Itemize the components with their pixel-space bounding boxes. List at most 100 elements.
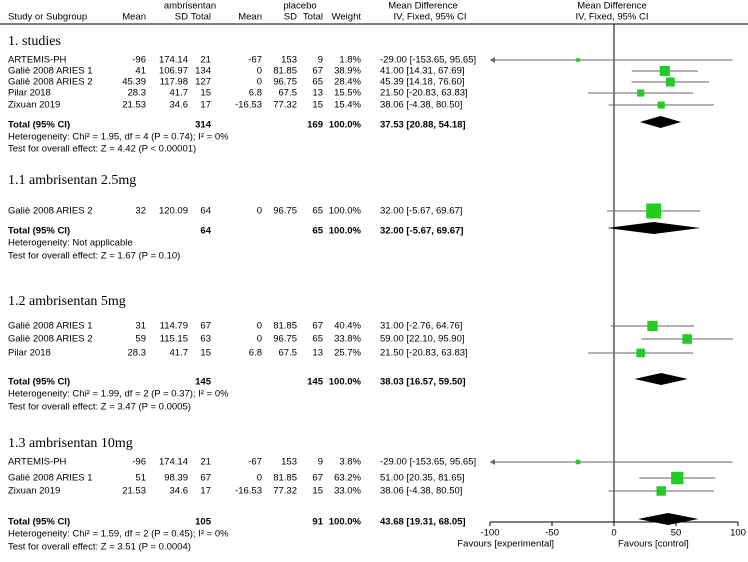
ci-label: 59.00 [22.10, 95.90] <box>380 334 465 345</box>
cell-sd_c: 77.32 <box>273 486 297 497</box>
cell-total_c: 67 <box>312 473 323 484</box>
header: ambrisentan <box>164 1 216 12</box>
cell-mean_e: 51 <box>135 473 146 484</box>
ci-label: 21.50 [-20.83, 63.83] <box>380 88 468 99</box>
study-name: ARTEMIS-PH <box>8 55 67 66</box>
cell-sd_e: 34.6 <box>170 486 189 497</box>
cell-total_e: 21 <box>200 55 211 66</box>
header: Mean <box>238 12 262 23</box>
cell-sd_c: 81.85 <box>273 66 297 77</box>
header: Total <box>191 12 211 23</box>
total-label: Total (95% CI) <box>8 377 70 388</box>
study-name: Galiè 2008 ARIES 1 <box>8 321 93 332</box>
point-estimate <box>659 65 670 77</box>
total-weight: 100.0% <box>329 377 362 388</box>
total-label: Total (95% CI) <box>8 517 70 528</box>
ci-label: 51.00 [20.35, 81.65] <box>380 473 465 484</box>
weight: 1.8% <box>339 55 361 66</box>
heterogeneity: Heterogeneity: Chi² = 1.59, df = 2 (P = … <box>8 529 229 540</box>
header: Study or Subgroup <box>8 12 87 23</box>
weight: 63.2% <box>334 473 361 484</box>
diamond <box>637 513 699 525</box>
cell-total_e: 63 <box>200 334 211 345</box>
point-estimate <box>657 101 665 109</box>
point-estimate <box>647 320 658 332</box>
study-name: Galiè 2008 ARIES 2 <box>8 334 93 345</box>
ci-label: 38.06 [-4.38, 80.50] <box>380 486 462 497</box>
heterogeneity: Heterogeneity: Chi² = 1.99, df = 2 (P = … <box>8 389 229 400</box>
total-weight: 100.0% <box>329 517 362 528</box>
cell-total_e: 17 <box>200 100 211 111</box>
ci-arrow <box>490 459 495 465</box>
study-name: Zixuan 2019 <box>8 486 60 497</box>
weight: 100.0% <box>329 206 362 217</box>
weight: 28.4% <box>334 77 361 88</box>
study-name: Pilar 2018 <box>8 88 51 99</box>
point-estimate <box>646 203 662 219</box>
header: Mean Difference <box>577 1 647 12</box>
overall-effect: Test for overall effect: Z = 1.67 (P = 0… <box>8 251 180 262</box>
subgroup-title: 1.2 ambrisentan 5mg <box>8 294 126 309</box>
cell-mean_e: 21.53 <box>122 486 146 497</box>
cell-mean_c: 0 <box>257 473 262 484</box>
cell-sd_e: 34.6 <box>170 100 189 111</box>
point-estimate <box>656 486 666 496</box>
header: Mean Difference <box>388 1 458 12</box>
x-tick-label: -50 <box>545 528 559 539</box>
point-estimate <box>636 348 645 358</box>
cell-mean_c: -67 <box>248 457 262 468</box>
cell-total_e: 64 <box>200 206 211 217</box>
header: Mean <box>122 12 146 23</box>
weight: 33.0% <box>334 486 361 497</box>
total-ci: 43.68 [19.31, 68.05] <box>380 517 466 528</box>
heterogeneity: Heterogeneity: Not applicable <box>8 238 133 249</box>
cell-total_c: 9 <box>318 55 323 66</box>
cell-mean_c: 6.8 <box>249 348 262 359</box>
x-tick-label: 100 <box>730 528 746 539</box>
ci-label: 31.00 [-2.76, 64.76] <box>380 321 462 332</box>
ci-label: 45.39 [14.18, 76.60] <box>380 77 465 88</box>
cell-total_c: 15 <box>312 486 323 497</box>
x-tick-label: -100 <box>480 528 499 539</box>
header: SD <box>175 12 188 23</box>
cell-total_c: 9 <box>318 457 323 468</box>
cell-mean_c: -16.53 <box>235 100 262 111</box>
total-weight: 100.0% <box>329 226 362 237</box>
header: SD <box>284 12 297 23</box>
cell-mean_c: 0 <box>257 77 262 88</box>
x-tick-label: 50 <box>671 528 682 539</box>
study-name: Zixuan 2019 <box>8 100 60 111</box>
total-e: 314 <box>195 120 212 131</box>
cell-total_e: 15 <box>200 348 211 359</box>
total-c: 65 <box>312 226 323 237</box>
header: IV, Fixed, 95% CI <box>393 12 466 23</box>
favours-right: Favours [control] <box>618 539 689 550</box>
weight: 38.9% <box>334 66 361 77</box>
cell-total_e: 15 <box>200 88 211 99</box>
point-estimate <box>637 89 645 97</box>
point-estimate <box>671 471 684 485</box>
subgroup-title: 1.3 ambrisentan 10mg <box>8 436 133 451</box>
cell-total_c: 65 <box>312 334 323 345</box>
subgroup-title: 1. studies <box>8 34 61 49</box>
cell-sd_e: 41.7 <box>170 348 189 359</box>
overall-effect: Test for overall effect: Z = 4.42 (P < 0… <box>8 144 196 155</box>
study-name: ARTEMIS-PH <box>8 457 67 468</box>
total-ci: 37.53 [20.88, 54.18] <box>380 120 466 131</box>
header: Weight <box>332 12 362 23</box>
total-c: 169 <box>307 120 323 131</box>
cell-total_e: 67 <box>200 321 211 332</box>
cell-sd_c: 96.75 <box>273 334 297 345</box>
cell-sd_c: 153 <box>281 55 297 66</box>
cell-sd_e: 41.7 <box>170 88 189 99</box>
cell-sd_e: 115.15 <box>160 334 188 345</box>
total-ci: 38.03 [16.57, 59.50] <box>380 377 466 388</box>
study-name: Pilar 2018 <box>8 348 51 359</box>
weight: 40.4% <box>334 321 361 332</box>
x-tick-label: 0 <box>611 528 616 539</box>
total-label: Total (95% CI) <box>8 120 70 131</box>
cell-mean_c: -67 <box>248 55 262 66</box>
total-weight: 100.0% <box>329 120 362 131</box>
cell-sd_e: 174.14 <box>159 457 188 468</box>
cell-mean_e: 28.3 <box>128 348 147 359</box>
